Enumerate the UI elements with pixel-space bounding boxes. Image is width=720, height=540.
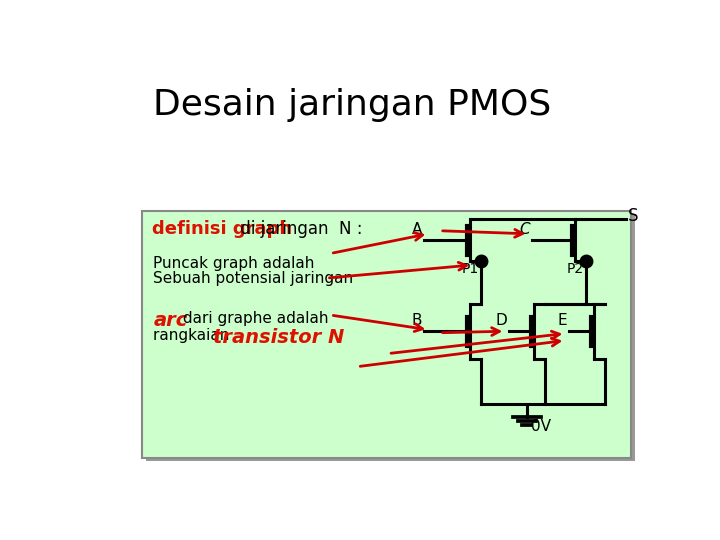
Text: E: E (557, 313, 567, 328)
Text: Puncak graph adalah: Puncak graph adalah (153, 256, 315, 271)
Text: transistor N: transistor N (213, 328, 345, 347)
Text: C: C (519, 222, 530, 237)
Text: P1: P1 (462, 262, 479, 276)
Text: B: B (412, 313, 422, 328)
Text: P2: P2 (567, 262, 584, 276)
Text: Sebuah potensial jaringan: Sebuah potensial jaringan (153, 271, 354, 286)
Text: A: A (412, 222, 422, 237)
Text: S: S (628, 207, 638, 226)
Text: 0V: 0V (531, 419, 551, 434)
Text: rangkaian: rangkaian (153, 328, 235, 343)
Text: Desain jaringan PMOS: Desain jaringan PMOS (153, 88, 552, 122)
Text: D: D (495, 313, 507, 328)
FancyBboxPatch shape (142, 211, 631, 457)
Text: arc: arc (153, 311, 188, 330)
Text: definisi graph: definisi graph (152, 220, 292, 238)
Text: di jaringan  N :: di jaringan N : (235, 220, 362, 238)
Text: dari graphe adalah: dari graphe adalah (178, 311, 328, 326)
FancyBboxPatch shape (145, 215, 634, 461)
